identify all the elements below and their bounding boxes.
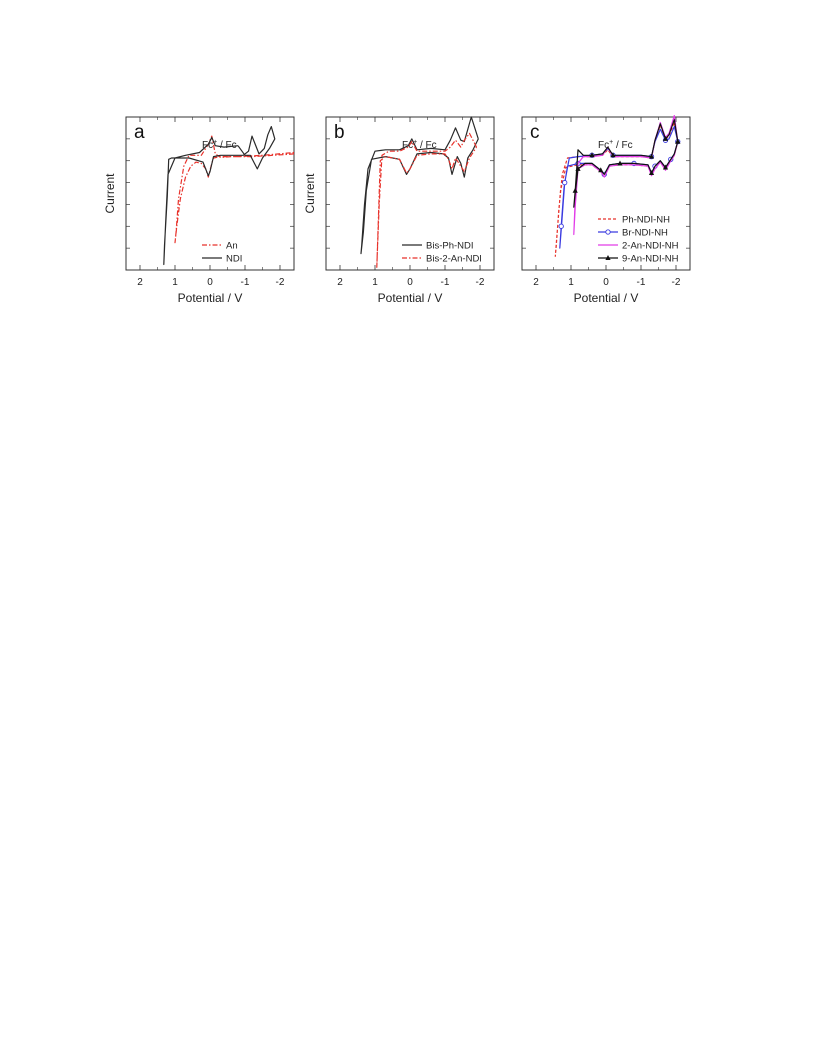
x-tick-label: 1	[568, 277, 574, 288]
panel-label: b	[334, 122, 345, 143]
fc-annotation-sup: +	[413, 139, 417, 146]
x-tick-label: -1	[241, 277, 250, 288]
fc-annotation-sup: +	[213, 139, 217, 146]
series-marker-Br-NDI-NH	[558, 223, 564, 229]
legend-label: 2-An-NDI-NH	[622, 241, 679, 252]
fc-annotation-tail: / Fc	[417, 140, 436, 151]
legend-marker-9-An-NDI-NH	[605, 255, 611, 260]
legend-label: NDI	[226, 254, 242, 265]
x-tick-label: 0	[207, 277, 213, 288]
x-tick-label: 2	[137, 277, 143, 288]
series-marker-9-An-NDI-NH	[648, 170, 655, 176]
x-tick-label: 1	[372, 277, 378, 288]
series-marker-9-An-NDI-NH	[662, 135, 669, 141]
chart-panel-c: 2 1 0 -1 -2 Potential / V c Fc+ / Fc Ph-NDI-NH Br…	[521, 114, 691, 305]
x-tick-label: 2	[337, 277, 343, 288]
series-marker-9-An-NDI-NH	[648, 153, 655, 159]
series-marker-9-An-NDI-NH	[575, 165, 581, 171]
figure: 2 1 0 -1 -2 Potential / V Current a Fc+ / Fc An ND…	[0, 0, 816, 330]
x-tick-label: 0	[407, 277, 413, 288]
series-marker-9-An-NDI-NH	[662, 164, 669, 170]
x-tick-label: 1	[172, 277, 178, 288]
y-axis-label: Current	[303, 173, 317, 214]
series-marker-Br-NDI-NH	[562, 179, 568, 186]
x-tick-label: 2	[533, 277, 539, 288]
legend-label: Br-NDI-NH	[622, 228, 668, 239]
legend-label: An	[226, 241, 238, 252]
x-tick-label: 0	[603, 277, 609, 288]
series-line-An	[174, 135, 295, 244]
legend-marker-Br-NDI-NH	[605, 229, 611, 235]
y-axis-label: Current	[103, 173, 117, 214]
x-axis-label: Potential / V	[178, 291, 243, 305]
series-line-Bis-Ph-NDI	[360, 116, 479, 255]
series-marker-9-An-NDI-NH	[572, 187, 578, 193]
x-tick-label: -1	[441, 277, 450, 288]
x-tick-label: -1	[637, 277, 646, 288]
x-tick-label: -2	[476, 277, 485, 288]
series-line-9-An-NDI-NH	[573, 119, 679, 208]
x-axis-label: Potential / V	[378, 291, 443, 305]
fc-annotation-main: Fc	[598, 140, 609, 151]
x-tick-label: -2	[672, 277, 681, 288]
legend-label: 9-An-NDI-NH	[622, 254, 679, 265]
x-axis-label: Potential / V	[574, 291, 639, 305]
series-line-Bis-2-An-NDI	[376, 132, 478, 268]
panel-label: c	[530, 122, 540, 143]
series-line-NDI	[163, 125, 276, 266]
panel-label: a	[134, 122, 145, 143]
legend-label: Ph-NDI-NH	[622, 215, 670, 226]
fc-annotation-sup: +	[609, 139, 613, 146]
series-marker-9-An-NDI-NH	[598, 167, 604, 173]
fc-annotation: Fc+ / Fc	[598, 139, 633, 151]
legend-label: Bis-2-An-NDI	[426, 254, 482, 265]
x-tick-label: -2	[276, 277, 285, 288]
fc-annotation-tail: / Fc	[217, 140, 236, 151]
series-marker-9-An-NDI-NH	[589, 152, 595, 158]
series-marker-9-An-NDI-NH	[675, 138, 681, 144]
legend-label: Bis-Ph-NDI	[426, 241, 474, 252]
series-marker-9-An-NDI-NH	[610, 152, 616, 158]
fc-annotation-tail: / Fc	[613, 140, 632, 151]
series-marker-9-An-NDI-NH	[617, 160, 623, 166]
